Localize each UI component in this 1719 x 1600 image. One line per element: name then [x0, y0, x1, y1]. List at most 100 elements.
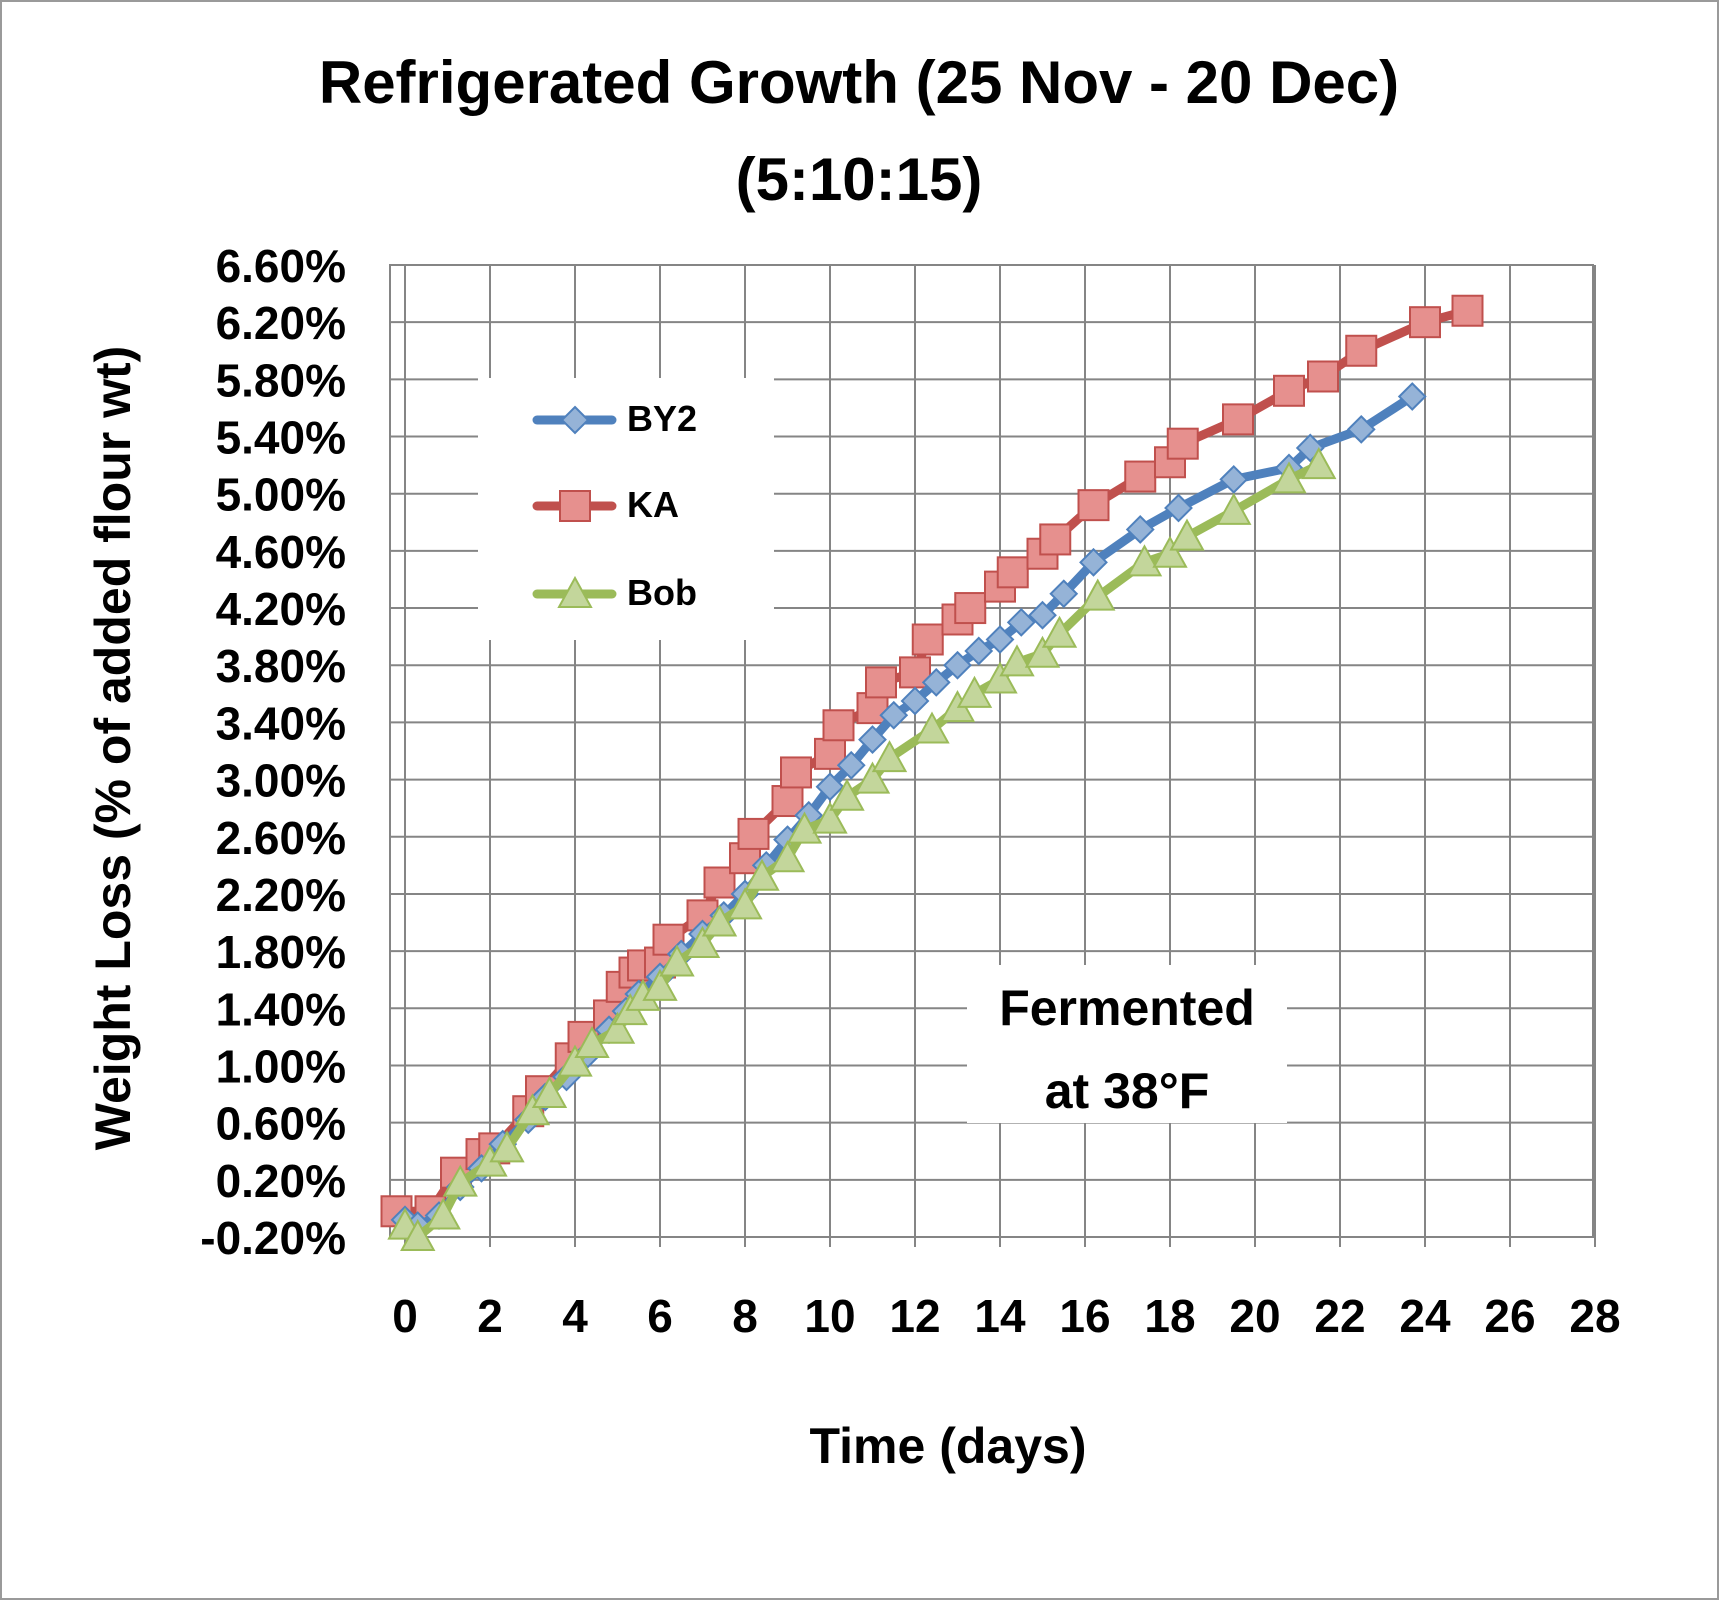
series-layer	[380, 294, 1484, 1251]
data-point-ka	[1039, 523, 1072, 556]
y-tick-label-9: 3.40%	[216, 697, 346, 749]
legend-label-bob: Bob	[627, 572, 697, 613]
annotation: Fermented at 38°F	[967, 965, 1287, 1123]
legend-label-ka: KA	[627, 484, 679, 525]
annotation-line-1: Fermented	[999, 980, 1255, 1036]
data-point-by2	[1397, 382, 1427, 411]
data-point-bob	[769, 840, 806, 873]
x-tick-label-3: 6	[647, 1290, 673, 1342]
y-axis-ticks: -0.20%0.20%0.60% 1.00%1.40%1.80%2.20%2.60…	[200, 240, 346, 1264]
data-point-ka	[737, 817, 770, 850]
data-point-bob	[1271, 461, 1307, 494]
data-point-ka	[771, 785, 804, 818]
data-point-bob	[1152, 535, 1188, 568]
x-tick-label-5: 10	[804, 1290, 855, 1342]
y-tick-label-3: 1.00%	[216, 1040, 346, 1092]
data-point-ka	[1077, 489, 1110, 522]
data-point-ka	[822, 709, 855, 742]
y-tick-label-14: 5.40%	[216, 412, 346, 464]
data-point-bob	[1041, 615, 1078, 648]
data-point-ka	[865, 666, 897, 699]
x-tick-label-10: 20	[1229, 1290, 1280, 1342]
legend-marker-bob	[557, 575, 593, 608]
x-tick-label-4: 8	[732, 1290, 758, 1342]
data-point-bob	[514, 1093, 551, 1126]
x-tick-label-8: 16	[1059, 1290, 1110, 1342]
y-tick-label-1: 0.20%	[216, 1155, 346, 1207]
data-point-bob	[1216, 492, 1252, 525]
data-point-ka	[1166, 427, 1199, 460]
plot-area-border	[389, 264, 1594, 1238]
x-tick-label-2: 4	[562, 1290, 588, 1342]
y-tick-label-0: -0.20%	[200, 1212, 346, 1264]
data-point-bob	[659, 944, 695, 977]
legend-label-by2: BY2	[627, 398, 697, 439]
data-point-by2	[879, 700, 909, 730]
data-point-ka	[996, 556, 1029, 589]
data-point-bob	[684, 925, 721, 958]
data-point-bob	[786, 811, 823, 844]
y-tick-label-7: 2.60%	[216, 812, 346, 864]
data-point-by2	[1028, 600, 1057, 630]
x-axis-label: Time (days)	[810, 1418, 1087, 1474]
data-point-bob	[956, 675, 993, 708]
data-point-bob	[642, 968, 678, 1001]
data-point-by2	[943, 650, 972, 680]
data-point-ka	[1273, 374, 1305, 407]
data-point-bob	[914, 711, 950, 744]
data-point-bob	[871, 740, 908, 773]
y-tick-label-11: 4.20%	[216, 583, 346, 635]
data-point-by2	[964, 636, 994, 666]
annotation-line-2: at 38°F	[1045, 1063, 1210, 1119]
data-point-by2	[921, 667, 951, 697]
y-tick-label-17: 6.60%	[216, 240, 346, 292]
y-tick-label-16: 6.20%	[216, 297, 346, 349]
data-point-bob	[727, 887, 763, 920]
legend-box	[478, 378, 774, 640]
data-point-by2	[1164, 493, 1193, 523]
data-point-bob	[574, 1025, 610, 1059]
data-point-by2	[1049, 579, 1079, 609]
data-point-by2	[1079, 547, 1108, 577]
y-tick-label-8: 3.00%	[216, 755, 346, 807]
y-tick-label-5: 1.80%	[216, 926, 346, 978]
x-tick-label-0: 0	[392, 1290, 418, 1342]
data-point-bob	[400, 1218, 436, 1251]
data-point-by2	[900, 686, 930, 716]
data-point-bob	[829, 778, 865, 811]
data-point-ka	[911, 623, 944, 656]
y-tick-label-13: 5.00%	[216, 469, 346, 521]
data-point-bob	[1301, 447, 1337, 480]
y-tick-label-6: 2.20%	[216, 869, 346, 921]
y-tick-label-12: 4.60%	[216, 526, 346, 578]
y-tick-label-10: 3.80%	[216, 640, 346, 692]
data-point-bob	[999, 644, 1035, 677]
data-point-by2	[1125, 515, 1155, 544]
data-point-bob	[1080, 578, 1116, 611]
data-point-ka	[1124, 460, 1157, 493]
data-point-ka	[1307, 360, 1339, 393]
y-tick-label-4: 1.40%	[216, 983, 346, 1035]
chart-title-line-2: (5:10:15)	[736, 146, 983, 213]
data-point-bob	[982, 661, 1018, 694]
y-tick-label-2: 0.60%	[216, 1098, 346, 1150]
x-tick-label-11: 22	[1314, 1290, 1365, 1342]
data-point-bob	[812, 801, 848, 834]
data-point-ka	[1345, 334, 1378, 367]
data-point-ka	[1222, 403, 1254, 436]
series-bob	[387, 447, 1337, 1251]
x-tick-label-14: 28	[1569, 1290, 1620, 1342]
x-tick-label-9: 18	[1144, 1290, 1195, 1342]
data-point-bob	[854, 761, 891, 794]
x-tick-label-12: 24	[1399, 1290, 1451, 1342]
data-point-ka	[954, 592, 987, 625]
y-axis-label: Weight Loss (% of added flour wt)	[85, 346, 141, 1151]
x-tick-label-13: 26	[1484, 1290, 1535, 1342]
data-point-ka	[1451, 294, 1484, 327]
data-point-ka	[780, 756, 812, 789]
legend: BY2 KA Bob	[478, 378, 774, 640]
data-point-by2	[1219, 464, 1249, 494]
data-point-by2	[858, 725, 887, 754]
data-point-by2	[836, 750, 866, 780]
